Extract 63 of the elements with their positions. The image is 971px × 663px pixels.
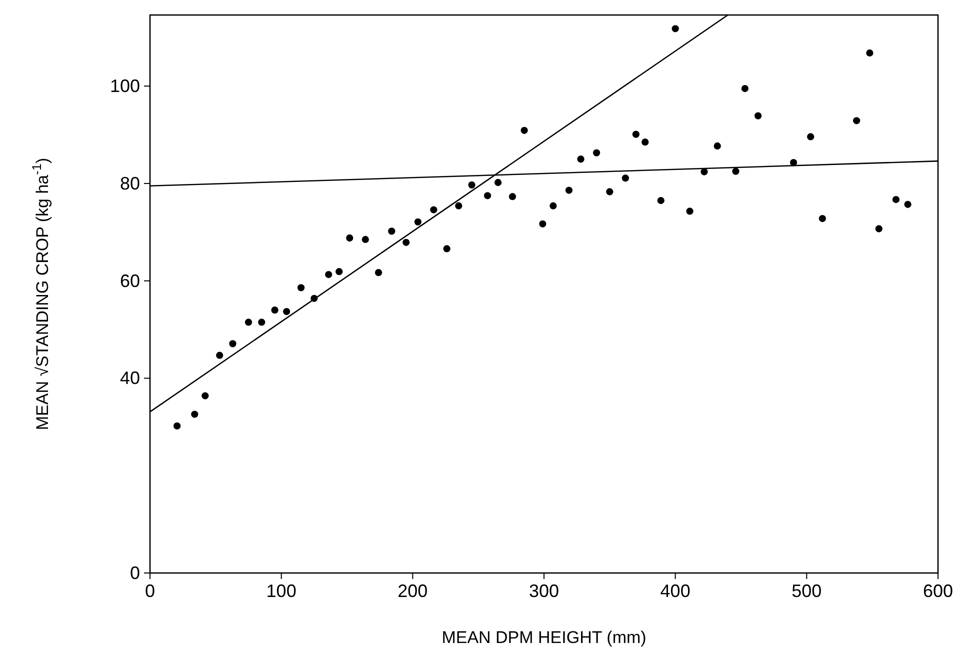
- point: [807, 133, 814, 140]
- point: [443, 245, 450, 252]
- point: [173, 422, 181, 430]
- point: [892, 196, 900, 204]
- point: [244, 318, 252, 326]
- point: [468, 181, 476, 188]
- point: [539, 220, 546, 228]
- point: [672, 25, 679, 32]
- point: [853, 117, 860, 124]
- point: [346, 234, 354, 242]
- x-tick-label: 200: [398, 581, 428, 601]
- point: [484, 192, 492, 200]
- point: [550, 202, 557, 210]
- point: [714, 142, 721, 150]
- point: [258, 318, 266, 326]
- point: [430, 206, 438, 214]
- x-axis-title: MEAN DPM HEIGHT (mm): [442, 628, 646, 647]
- point: [508, 193, 516, 200]
- point: [388, 228, 396, 235]
- point: [216, 352, 224, 359]
- point: [229, 340, 236, 348]
- point: [271, 306, 278, 314]
- point: [191, 410, 198, 418]
- point: [741, 84, 749, 92]
- x-tick-label: 600: [922, 581, 954, 601]
- point: [336, 268, 343, 276]
- point: [622, 174, 629, 182]
- point: [904, 200, 912, 208]
- point: [455, 202, 462, 210]
- x-tick-label: 100: [266, 581, 296, 601]
- point: [325, 270, 332, 278]
- y-tick-label: 40: [120, 368, 140, 388]
- x-tick-label: 400: [660, 581, 690, 601]
- x-tick-label: 500: [792, 581, 822, 601]
- point: [297, 284, 305, 292]
- point: [875, 225, 882, 232]
- point: [414, 218, 422, 226]
- point: [494, 178, 502, 186]
- x-tick-label: 0: [144, 581, 156, 601]
- point: [818, 214, 826, 222]
- point: [866, 49, 874, 57]
- point: [362, 236, 369, 244]
- point: [520, 126, 528, 134]
- x-tick-label: 300: [528, 581, 560, 601]
- y-tick-label: 60: [120, 270, 140, 291]
- point: [732, 168, 740, 175]
- point: [402, 238, 410, 246]
- point: [283, 308, 290, 316]
- point: [686, 208, 694, 215]
- y-tick-label: 80: [120, 173, 140, 194]
- point: [565, 186, 573, 194]
- point: [606, 188, 614, 196]
- y-tick-label: 100: [110, 76, 140, 96]
- point: [700, 168, 708, 176]
- point: [632, 130, 640, 138]
- point: [374, 269, 382, 276]
- point: [592, 149, 600, 156]
- point: [754, 112, 762, 120]
- point: [642, 138, 649, 146]
- y-tick-label: 0: [130, 563, 140, 583]
- point: [202, 392, 209, 400]
- point: [577, 156, 584, 163]
- point: [657, 196, 664, 204]
